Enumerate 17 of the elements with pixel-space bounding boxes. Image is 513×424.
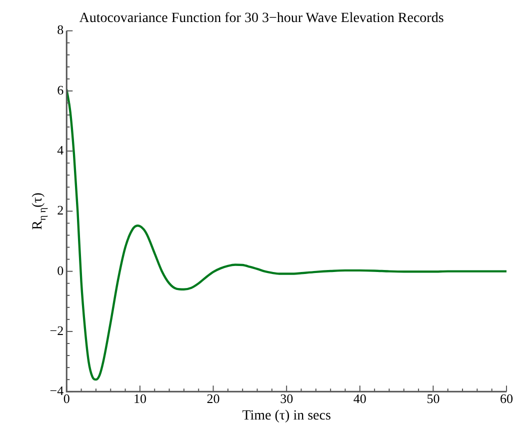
x-tick-label: 60 xyxy=(500,390,513,406)
x-tick-label: 40 xyxy=(353,390,366,406)
y-tick-label: −4 xyxy=(50,383,64,398)
y-tick-label: 0 xyxy=(57,262,64,278)
y-tick-label: 6 xyxy=(57,82,64,98)
x-tick-label: 30 xyxy=(280,390,294,406)
x-axis-title: Time (τ) in secs xyxy=(242,408,331,424)
x-tick-label: 50 xyxy=(426,390,440,406)
y-tick-label: 8 xyxy=(57,22,64,38)
x-tick-label: 20 xyxy=(206,390,220,406)
x-tick-label: 10 xyxy=(133,390,146,406)
y-axis-title: Rη η(τ) xyxy=(30,192,49,230)
y-tick-label: 4 xyxy=(57,142,64,158)
y-tick-label: 2 xyxy=(57,202,64,218)
chart-title: Autocovariance Function for 30 3−hour Wave Elevation Records xyxy=(79,11,444,26)
y-tick-label: −2 xyxy=(50,322,64,338)
line-series xyxy=(66,88,506,381)
